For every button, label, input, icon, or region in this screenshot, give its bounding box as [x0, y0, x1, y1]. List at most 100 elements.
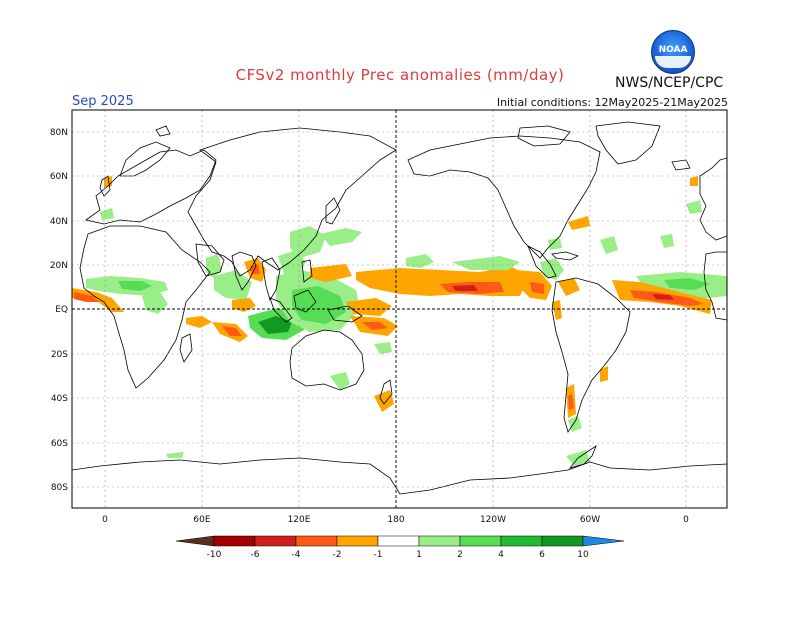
colorbar-swatch: [254, 535, 297, 547]
coast-europe-east-repeat: [699, 157, 727, 241]
lon-label: 120E: [288, 515, 311, 525]
coastlines: [72, 121, 727, 495]
anomaly-dry-us-east: [568, 216, 590, 230]
coast-antarctica: [72, 457, 727, 495]
logo-wave-icon: [655, 56, 691, 68]
anomaly-wet-maritime-core: [292, 286, 346, 324]
anomaly-wet-west-africa-core: [118, 281, 152, 291]
colorbar-tick-label: 6: [539, 550, 545, 560]
anomaly-wet-w-europe: [660, 234, 674, 248]
anomaly-wet-canada: [686, 200, 702, 214]
anomaly-wet-central-africa: [142, 292, 168, 314]
coast-africa: [79, 225, 211, 389]
lon-label: 60W: [580, 515, 600, 525]
coast-svalbard: [155, 125, 171, 137]
longitude-labels: 0 60E 120E 180 120W 60W 0: [102, 515, 689, 525]
coast-europe: [85, 149, 217, 225]
colorbar-swatch-gt-pos10: [582, 535, 625, 547]
lon-label: 180: [387, 515, 404, 525]
coast-australia: [289, 329, 365, 391]
anomaly-dry-gulf-guinea-core: [74, 292, 100, 302]
coast-scandinavia: [119, 141, 171, 177]
lon-label: 0: [683, 515, 689, 525]
initial-conditions: Initial conditions: 12May2025-21May2025: [496, 96, 728, 109]
anomaly-dry-w-pacific-eq: [346, 298, 392, 316]
coast-uk: [99, 175, 111, 197]
coast-japan: [325, 197, 341, 225]
anomaly-dry-atlantic-core2: [652, 294, 674, 300]
noaa-logo: NOAA: [651, 30, 695, 74]
colorbar-swatch: [213, 535, 256, 547]
anomaly-dry-europe-north: [690, 176, 698, 186]
coast-arabia: [195, 243, 225, 277]
anomaly-wet-japan-sea: [320, 228, 362, 246]
coast-greenland: [595, 121, 661, 165]
anomaly-dry-cp-core2: [452, 285, 478, 291]
coast-south-america: [551, 277, 631, 433]
anomaly-dry-indian-core: [222, 326, 242, 336]
coast-iceland: [671, 159, 691, 171]
coast-madagascar: [179, 333, 193, 363]
anomaly-wet-south-pacific-w: [374, 342, 392, 354]
lat-label: 60S: [51, 439, 68, 449]
colorbar-swatch: [459, 535, 502, 547]
lat-label: 20S: [51, 350, 68, 360]
colorbar-tick-label: -4: [292, 550, 301, 560]
colorbar-swatch: [500, 535, 543, 547]
colorbar-tick-label: -1: [374, 550, 383, 560]
anomaly-wet-n-atlantic: [600, 236, 618, 254]
coast-sumatra: [269, 297, 293, 323]
coast-new-guinea: [327, 305, 363, 323]
colorbar-tick-label: 2: [457, 550, 463, 560]
agency-label: NWS/NCEP/CPC: [615, 75, 724, 91]
coast-new-zealand: [379, 379, 393, 405]
colorbar-tick-label: 1: [416, 550, 422, 560]
anomaly-dry-gulf-guinea: [72, 288, 124, 312]
anomaly-wet-cp-north: [452, 256, 520, 270]
coast-canada-arctic: [517, 125, 571, 147]
colorbar-tick-label: -6: [251, 550, 260, 560]
colorbar-swatch: [336, 535, 379, 547]
anomaly-wet-trop-atlantic-core: [664, 278, 710, 290]
colorbar-tick-label: -2: [333, 550, 342, 560]
colorbar-swatch: [418, 535, 461, 547]
coast-se-asia: [261, 257, 281, 301]
anomaly-dry-coral-sea-core: [362, 322, 388, 330]
colorbar-swatch: [377, 535, 420, 547]
anomaly-dry-brazil-south: [600, 366, 608, 382]
anomaly-wet-east-indian-core: [258, 316, 292, 334]
colorbar-swatch-lt-neg10: [175, 535, 215, 547]
colorbar-tick-label: 4: [498, 550, 504, 560]
lat-label: 60N: [50, 172, 68, 182]
colorbar-swatch: [541, 535, 584, 547]
anomaly-wet-nw-europe: [100, 208, 114, 220]
colorbar-ticks: -10 -6 -4 -2 -1 1 2 4 6 10: [207, 550, 589, 560]
lat-label: 40N: [50, 217, 68, 227]
anomaly-wet-argentina: [568, 416, 582, 432]
colorbar-swatch: [295, 535, 338, 547]
logo-text: NOAA: [658, 45, 688, 55]
coast-central-america: [527, 245, 557, 279]
lat-label: 80N: [50, 128, 68, 138]
coast-philippines: [301, 259, 313, 283]
coast-caribbean: [551, 251, 580, 261]
coast-borneo: [293, 289, 317, 313]
lat-label: 80S: [51, 483, 68, 493]
lat-label: EQ: [55, 305, 68, 315]
anomaly-wet-north-pacific: [406, 254, 434, 268]
latitude-labels: 80N 60N 40N 20N EQ 20S 40S 60S 80S: [50, 128, 68, 493]
anomaly-dry-arabian-sea: [232, 298, 256, 312]
anomaly-dry-e-pacific-core: [530, 282, 544, 294]
anomaly-dry-sa-north: [558, 278, 580, 296]
lon-label: 0: [102, 515, 108, 525]
anomaly-dry-nw-europe: [104, 176, 112, 188]
forecast-month: Sep 2025: [72, 94, 134, 109]
chart-title: CFSv2 monthly Prec anomalies (mm/day): [235, 66, 565, 84]
anomaly-dry-andes-north: [552, 300, 562, 320]
coast-north-america: [407, 135, 601, 259]
anomaly-dry-w-pacific-north: [310, 264, 352, 282]
anomaly-wet-southern-ocean: [166, 452, 184, 458]
colorbar: [175, 535, 625, 547]
coast-africa-east-repeat: [703, 251, 727, 321]
